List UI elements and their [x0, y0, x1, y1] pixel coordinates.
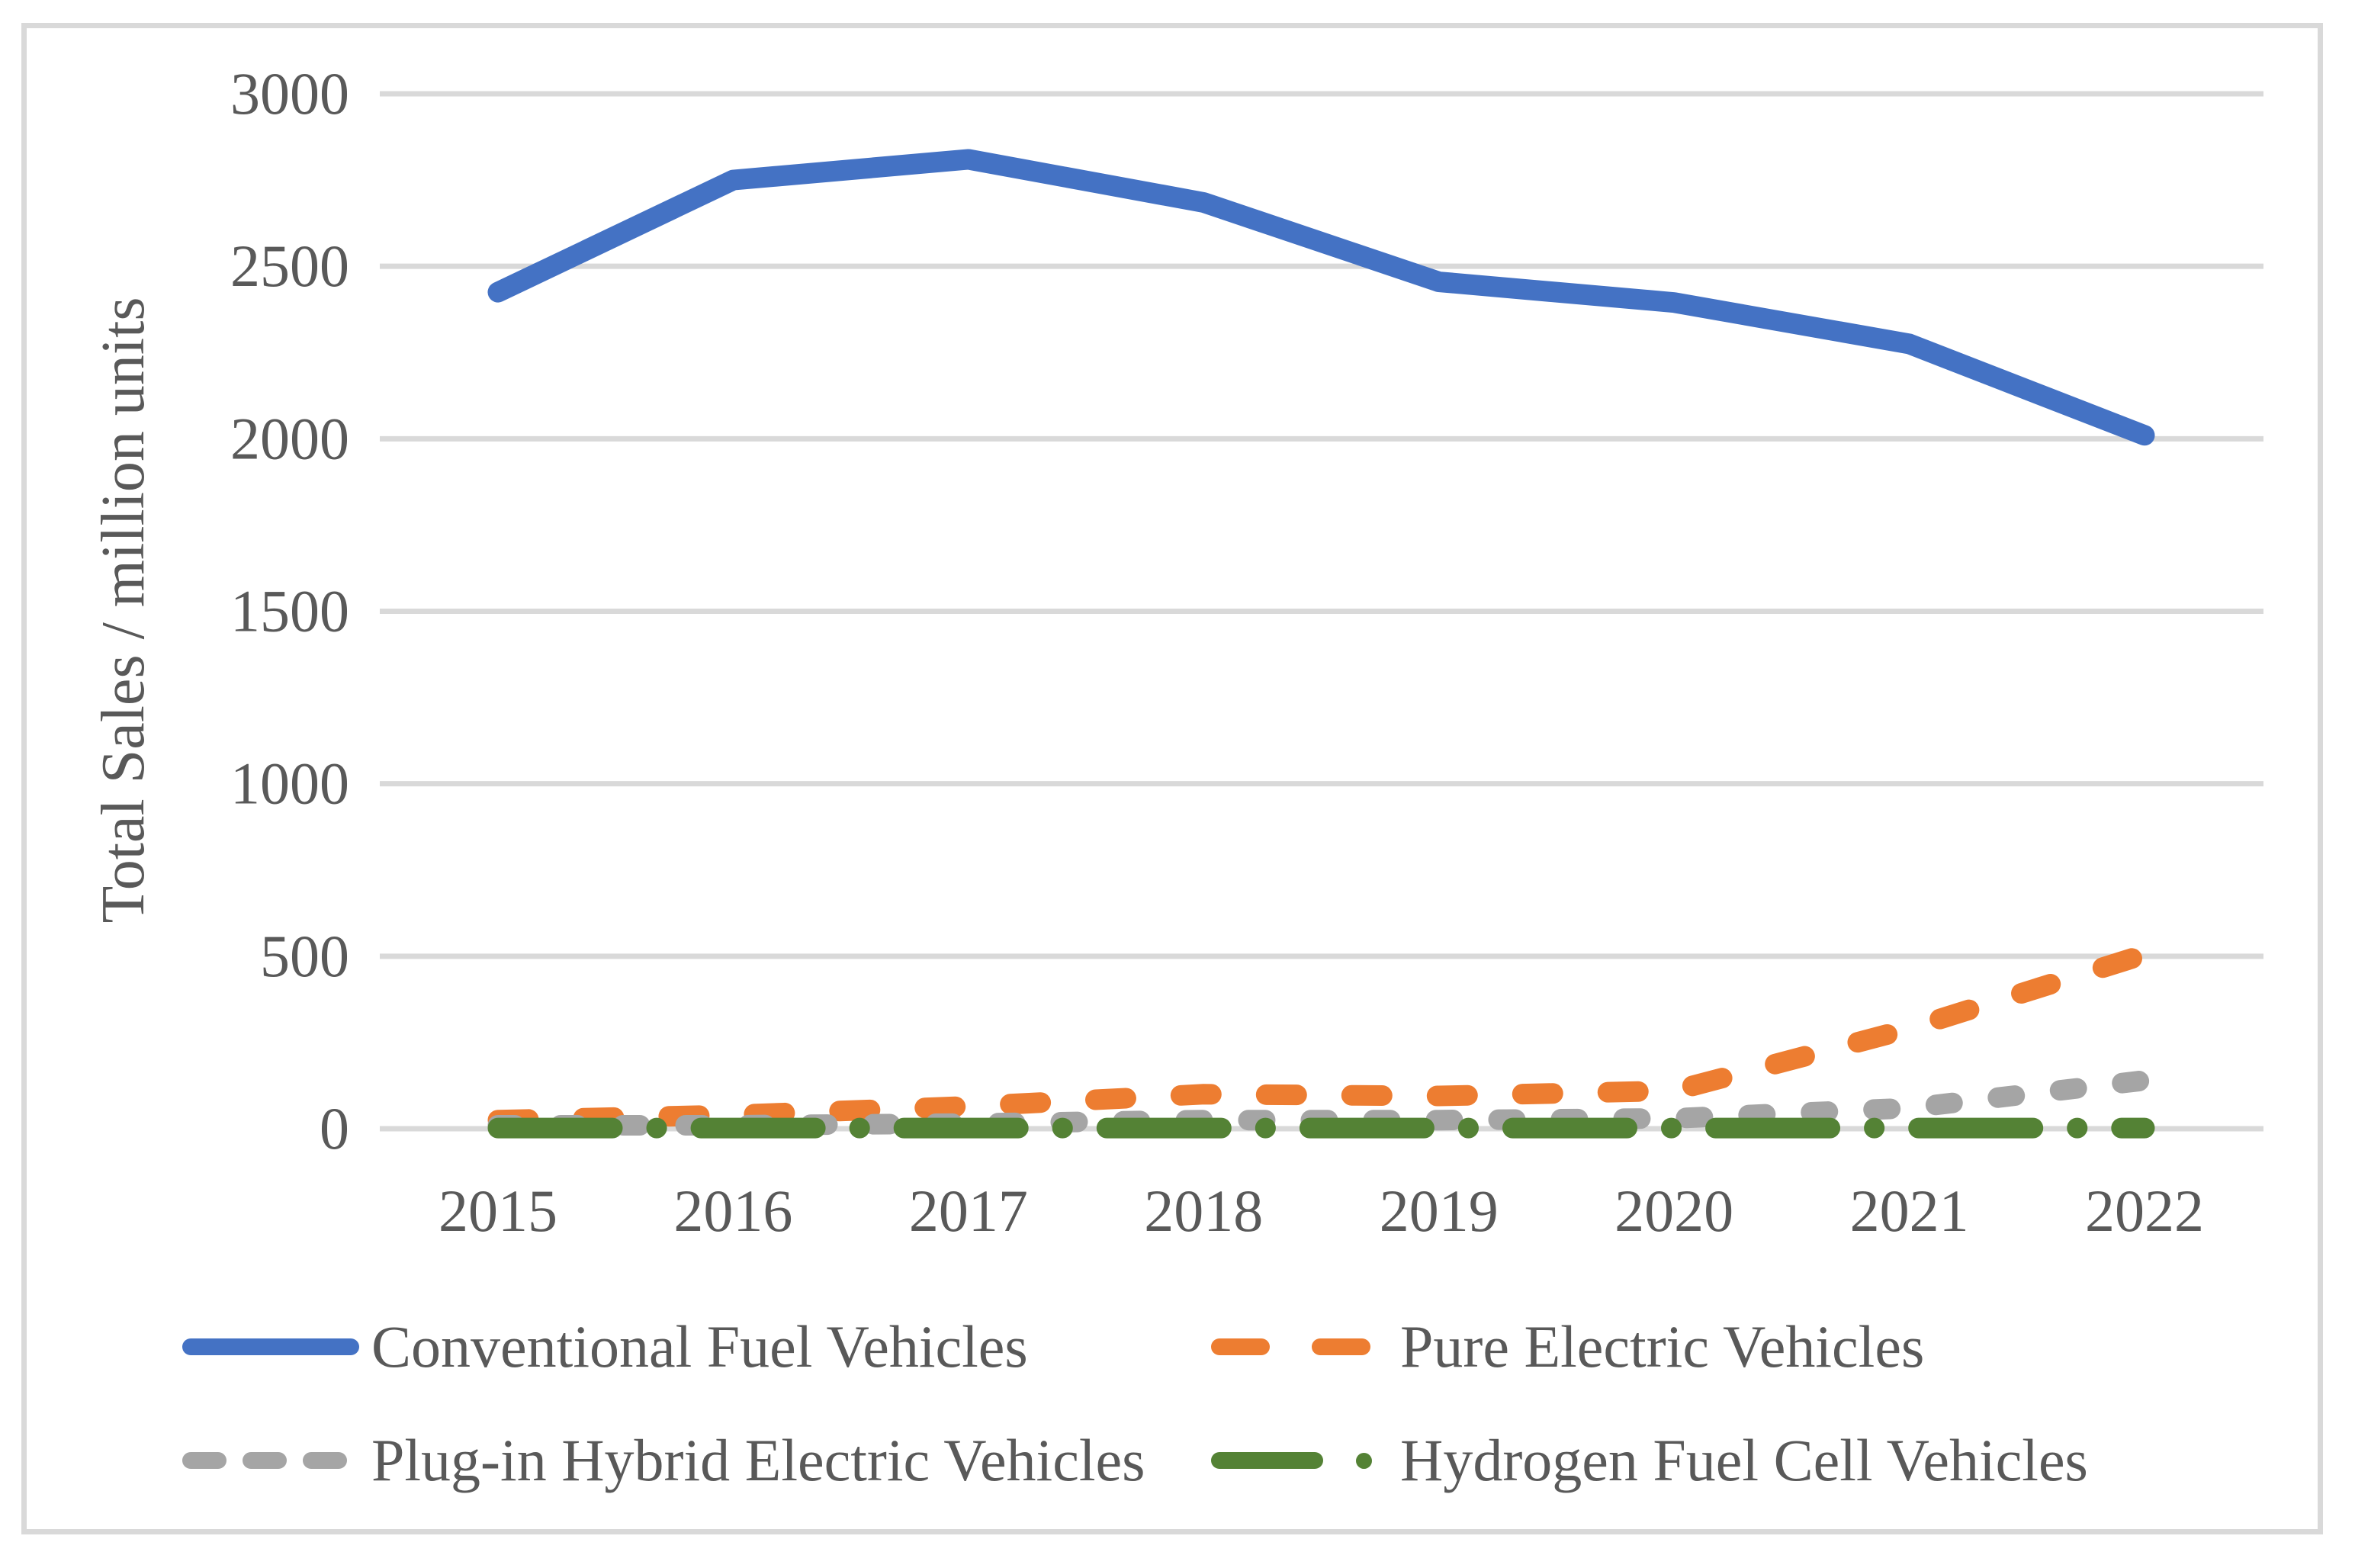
dashed-line-marker-icon	[1211, 1338, 1400, 1355]
y-tick-label: 2500	[230, 233, 349, 299]
legend-item-hydrogen-fuel-cell-vehicles: Hydrogen Fuel Cell Vehicles	[1211, 1426, 2088, 1495]
y-axis-title: Total Sales / million units	[90, 297, 157, 923]
legend-label: Pure Electric Vehicles	[1400, 1313, 1925, 1380]
y-tick-label: 1500	[230, 578, 349, 644]
x-tick-label: 2017	[909, 1178, 1028, 1244]
legend-label: Conventional Fuel Vehicles	[371, 1313, 1028, 1380]
y-tick-label: 500	[260, 923, 349, 989]
solid-line-marker-icon	[182, 1338, 371, 1355]
legend-item-pure-electric-vehicles: Pure Electric Vehicles	[1211, 1313, 1924, 1381]
short-dashed-line-marker-icon	[182, 1452, 371, 1469]
y-tick-label: 2000	[230, 405, 349, 471]
series-lines-group	[487, 149, 2155, 1139]
legend-item-plug-in-hybrid-electric-vehicles: Plug-in Hybrid Electric Vehicles	[182, 1426, 1145, 1495]
x-tick-labels: 2015 2016 2017 2018 2019 2020 2021 2022	[439, 1178, 2204, 1244]
series-line-solid	[487, 149, 2155, 446]
x-tick-label: 2022	[2085, 1178, 2204, 1244]
y-tick-labels: 0 500 1000 1500 2000 2500 3000	[230, 60, 349, 1162]
x-tick-label: 2018	[1144, 1178, 1263, 1244]
legend-item-conventional-fuel-vehicles: Conventional Fuel Vehicles	[182, 1313, 1028, 1381]
legend-label: Plug-in Hybrid Electric Vehicles	[371, 1427, 1145, 1493]
series-line-dashed	[487, 944, 2155, 1131]
figure-frame	[21, 23, 2323, 1534]
x-tick-label: 2020	[1614, 1178, 1733, 1244]
y-tick-label: 0	[320, 1095, 349, 1162]
y-tick-label: 1000	[230, 750, 349, 817]
x-tick-label: 2016	[673, 1178, 792, 1244]
long-dash-dot-line-marker-icon	[1211, 1452, 1400, 1469]
legend-label: Hydrogen Fuel Cell Vehicles	[1400, 1427, 2088, 1493]
x-tick-label: 2019	[1380, 1178, 1499, 1244]
x-tick-label: 2021	[1850, 1178, 1969, 1244]
y-tick-label: 3000	[230, 60, 349, 127]
x-tick-label: 2015	[439, 1178, 557, 1244]
